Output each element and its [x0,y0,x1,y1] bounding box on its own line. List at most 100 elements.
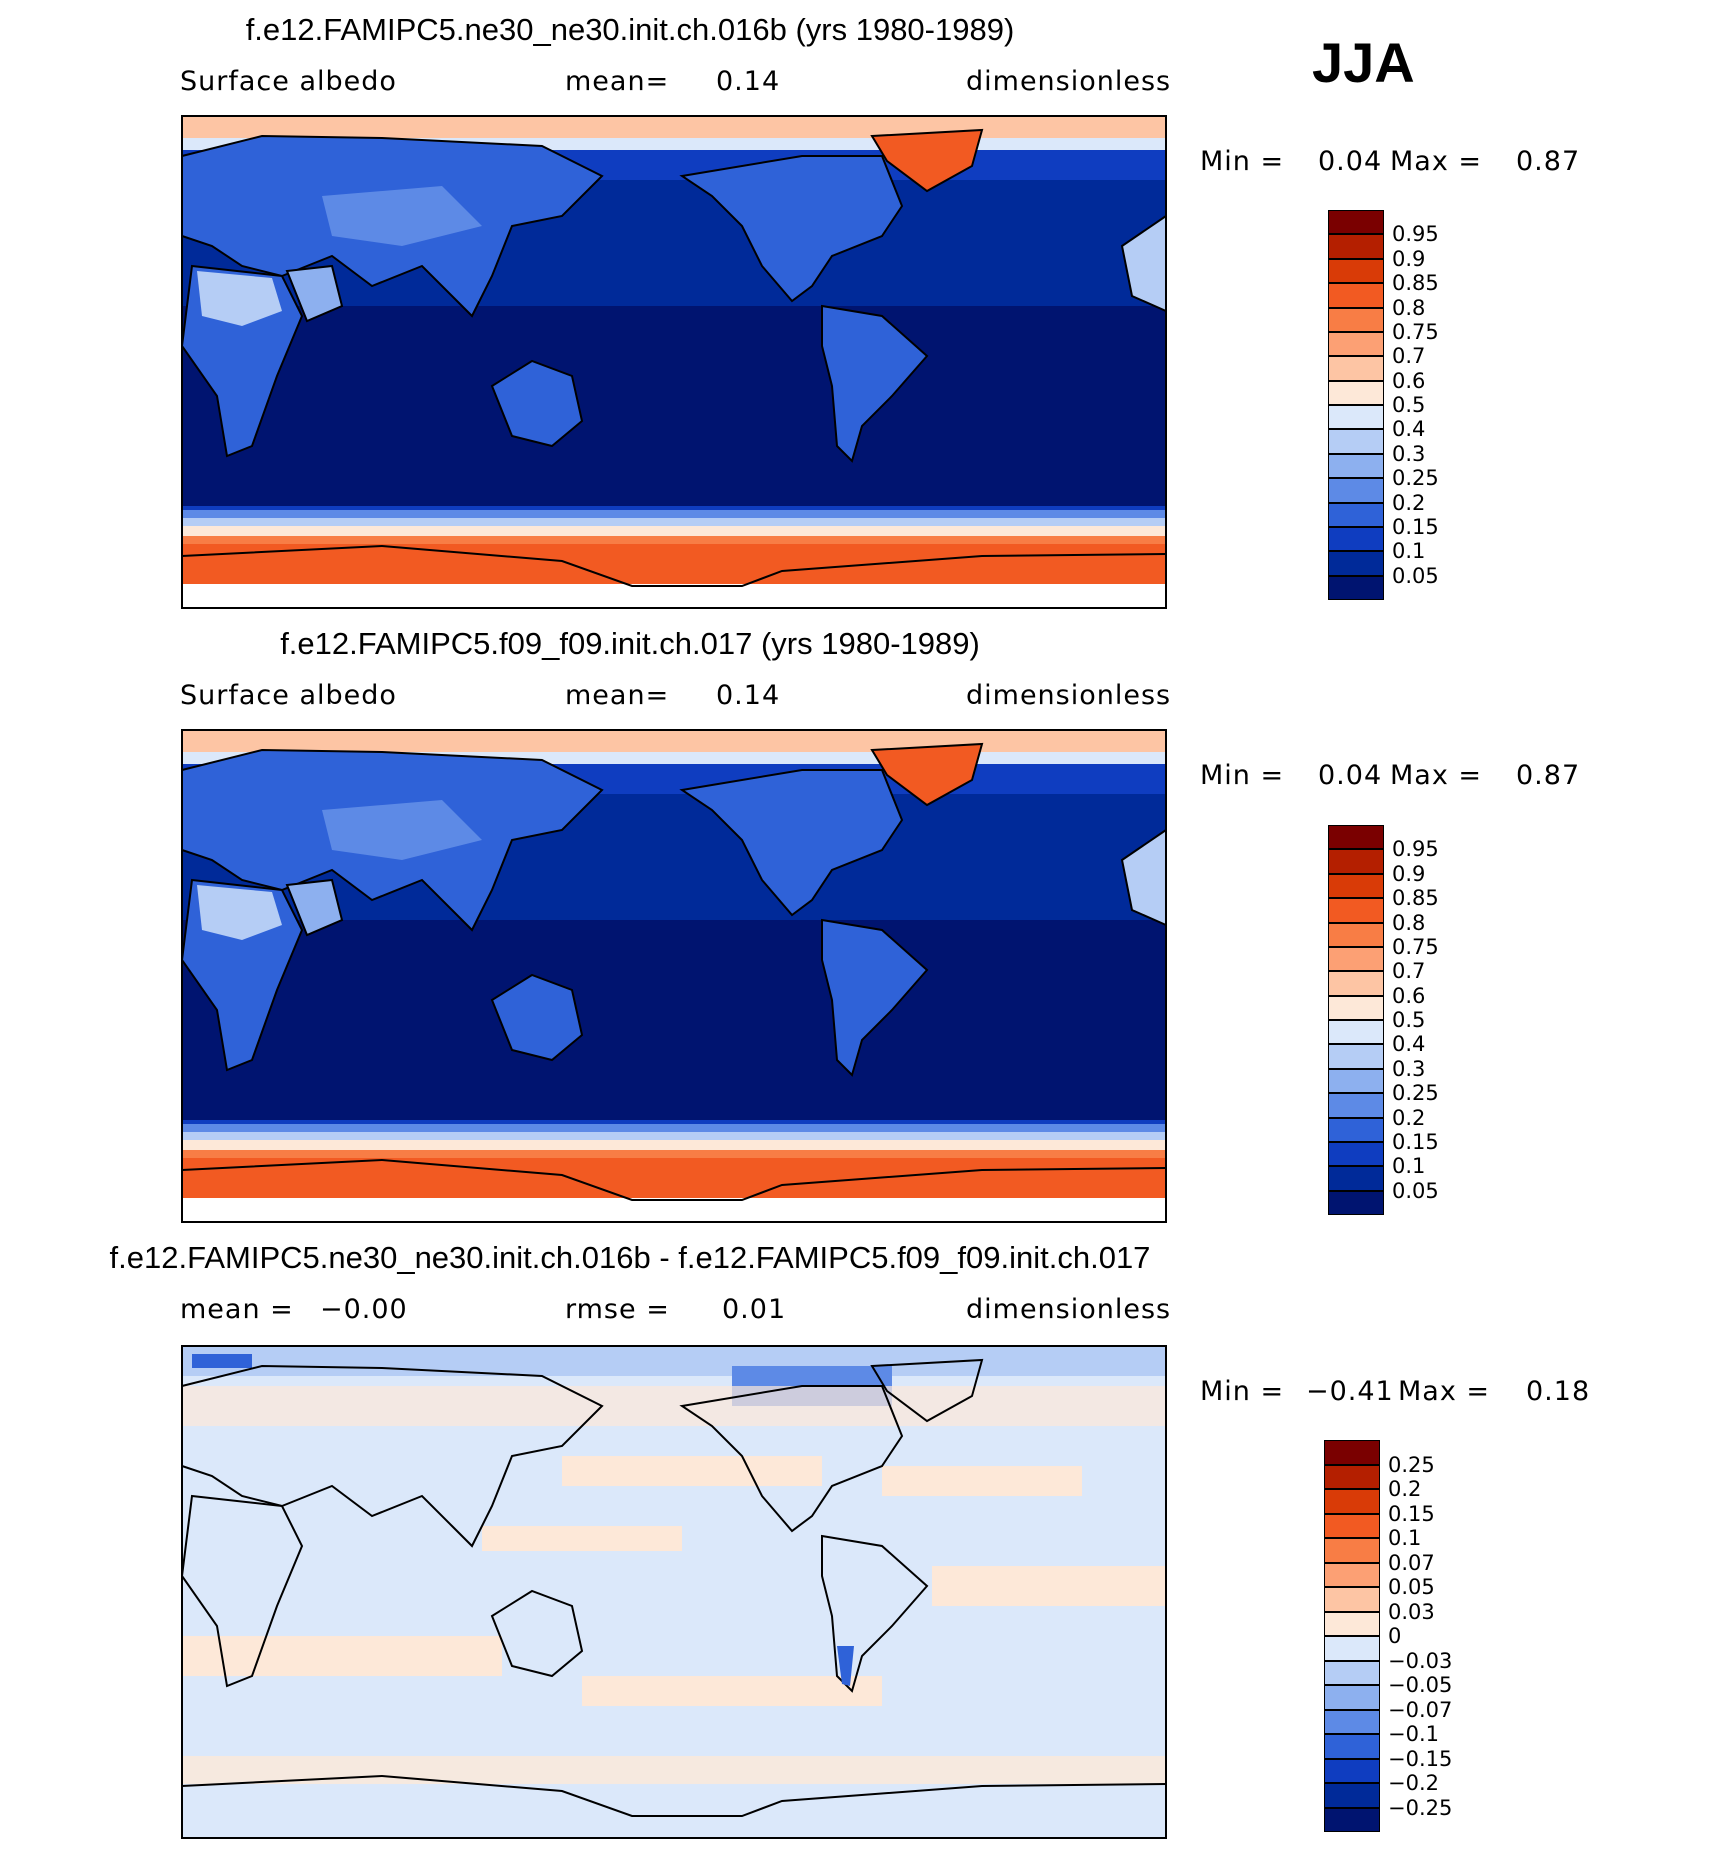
panel-1-title: f.e12.FAMIPC5.ne30_ne30.init.ch.016b (yr… [245,12,1015,47]
colorbar-swatch [1324,1489,1380,1514]
colorbar-swatch [1328,502,1384,527]
colorbar-swatch [1324,1758,1380,1783]
colorbar-swatch [1324,1587,1380,1612]
colorbar-tick-label: 0.3 [1392,1056,1426,1081]
colorbar-swatch [1328,1044,1384,1069]
colorbar-swatch [1324,1660,1380,1685]
colorbar-swatch [1324,1611,1380,1636]
colorbar-swatch [1324,1440,1380,1465]
colorbar-tick-label: 0.05 [1392,563,1439,588]
colorbar-swatch [1328,380,1384,405]
colorbar-tick-label: 0.25 [1388,1452,1435,1477]
panel-3-map [180,1345,1167,1839]
colorbar-swatch [1328,1068,1384,1094]
panel-3-max-label: Max = [1398,1376,1491,1407]
colorbar-tick-label: 0.07 [1388,1550,1435,1575]
colorbar-swatch [1328,429,1384,454]
panel-1-map [180,115,1167,609]
colorbar-tick-label: 0.1 [1388,1526,1422,1550]
colorbar-tick-label: −0.25 [1388,1795,1453,1820]
colorbar-tick-label: 0.2 [1392,1105,1426,1130]
colorbar-swatch [1328,1190,1384,1215]
colorbar-swatch [1328,478,1384,503]
panel-2-title: f.e12.FAMIPC5.f09_f09.init.ch.017 (yrs 1… [280,626,980,661]
colorbar-swatch [1324,1538,1380,1563]
colorbar-swatch [1324,1807,1380,1832]
panel-2-mean-value: 0.14 [716,680,781,711]
colorbar-swatch [1324,1685,1380,1710]
panel-3-units: dimensionless [966,1294,1172,1325]
panel-2-map [180,729,1167,1223]
colorbar-swatch [1324,1636,1380,1661]
colorbar-tick-label: 0.95 [1392,222,1439,247]
colorbar-tick-label: 0.6 [1392,368,1426,393]
colorbar-tick-label: 0.2 [1388,1477,1422,1501]
colorbar-swatch [1328,1093,1384,1118]
colorbar-tick-label: 0.03 [1388,1599,1435,1624]
panel-3-min-value: −0.41 [1306,1376,1394,1407]
colorbar-swatch [1328,1117,1384,1142]
colorbar-swatch [1328,849,1384,874]
colorbar-swatch [1328,1141,1384,1167]
colorbar-swatch [1328,405,1384,430]
colorbar-swatch [1328,453,1384,479]
panel-1-min-value: 0.04 [1318,146,1383,177]
colorbar-swatch [1328,946,1384,972]
colorbar-tick-label: 0.1 [1392,1154,1426,1179]
colorbar-tick-label: −0.15 [1388,1746,1453,1771]
colorbar-swatch [1328,575,1384,600]
colorbar-swatch [1328,898,1384,923]
colorbar-swatch [1324,1464,1380,1489]
panel-3-colorbar: 0.25 0.2 0.15 0.1 0.07 0.05 0.03 0 −0.03 −0.05 −0.… [1324,1440,1452,1832]
colorbar-swatch [1328,971,1384,996]
colorbar-swatch [1324,1734,1380,1759]
panel-2-max-label: Max = [1390,760,1483,791]
colorbar-swatch [1328,873,1384,899]
colorbar-tick-label: 0.3 [1392,441,1426,466]
colorbar-tick-label: 0.1 [1392,539,1426,564]
panel-3-title: f.e12.FAMIPC5.ne30_ne30.init.ch.016b - f… [109,1240,1151,1275]
colorbar-swatch [1328,825,1384,850]
colorbar-swatch [1328,551,1384,576]
panel-1-variable: Surface albedo [180,66,397,97]
panel-2-mean-label: mean= [565,680,670,711]
colorbar-tick-label: −0.2 [1388,1771,1439,1795]
colorbar-swatch [1328,234,1384,259]
panel-2-colorbar: 0.95 0.9 0.85 0.8 0.75 0.7 0.6 0.5 0.4 0.3 0.25 0.2… [1328,825,1439,1215]
colorbar-swatch [1324,1562,1380,1587]
panel-2-units: dimensionless [966,680,1172,711]
colorbar-tick-label: 0.4 [1392,417,1426,442]
colorbar-swatch [1328,307,1384,332]
panel-1-mean-label: mean= [565,66,670,97]
colorbar-tick-label: 0.05 [1388,1575,1435,1599]
season-label: JJA [1312,31,1415,94]
colorbar-tick-label: 0.9 [1392,861,1426,886]
colorbar-tick-label: 0.8 [1392,295,1426,320]
panel-3-mean-value: −0.00 [320,1294,408,1325]
colorbar-tick-label: 0.95 [1392,837,1439,862]
colorbar-tick-label: 0.5 [1392,393,1426,417]
colorbar-tick-label: 0.25 [1392,1081,1439,1106]
panel-1-colorbar: 0.95 0.9 0.85 0.8 0.75 0.7 0.6 0.5 0.4 0.3 0.25 0.2… [1328,210,1439,600]
panel-3-mean-label: mean = [180,1294,294,1325]
colorbar-swatch [1328,356,1384,381]
colorbar-tick-label: −0.05 [1388,1673,1453,1697]
colorbar-swatch [1328,1020,1384,1045]
colorbar-tick-label: 0.5 [1392,1008,1426,1032]
colorbar-tick-label: 0.15 [1388,1501,1435,1526]
panel-3-max-value: 0.18 [1526,1376,1591,1407]
panel-1-mean-value: 0.14 [716,66,781,97]
colorbar-tick-label: 0.9 [1392,246,1426,271]
colorbar-tick-label: −0.07 [1388,1697,1453,1722]
panel-2-max-value: 0.87 [1516,760,1581,791]
panel-1-max-value: 0.87 [1516,146,1581,177]
colorbar-swatch [1328,526,1384,552]
panel-2-min-label: Min = [1200,760,1285,791]
colorbar-swatch [1328,922,1384,947]
colorbar-tick-label: 0.15 [1392,514,1439,539]
colorbar-swatch [1328,331,1384,357]
panel-3-rmse-label: rmse = [565,1294,670,1325]
colorbar-tick-label: 0.25 [1392,466,1439,491]
colorbar-tick-label: 0.8 [1392,910,1426,935]
colorbar-tick-label: 0.75 [1392,934,1439,959]
